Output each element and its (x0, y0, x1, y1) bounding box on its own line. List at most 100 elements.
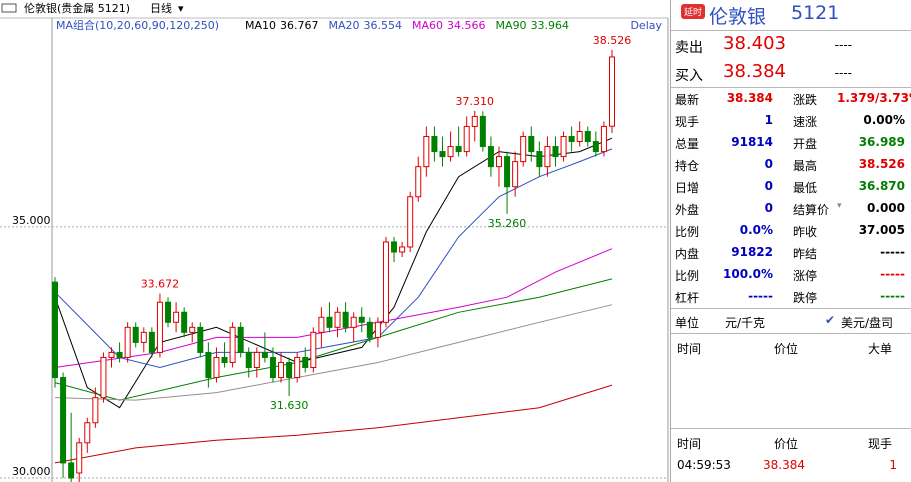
candle-body (568, 136, 575, 143)
ask-volume: ---- (834, 38, 852, 52)
field-value: 38.384 (726, 91, 773, 105)
candle-body (495, 156, 502, 168)
trade-volume: 1 (889, 458, 897, 472)
candle-body (520, 136, 527, 163)
trade-price: 38.384 (763, 458, 805, 472)
ask-label: 卖出 (675, 40, 703, 56)
y-tick-label: 35.000 (12, 214, 51, 227)
field-label: 结算价 (793, 203, 830, 217)
unit-option[interactable]: 美元/盘司 (841, 316, 894, 330)
field-label: 持仓 (675, 159, 700, 173)
candle-body (423, 136, 430, 168)
candle-body (60, 377, 67, 464)
field-value: 1.379/3.73% (837, 91, 911, 105)
candle-body (294, 356, 301, 379)
candle-body (512, 161, 519, 188)
field-label: 现手 (675, 115, 700, 129)
legend-name: MA20 (329, 19, 360, 32)
candle-body (68, 462, 75, 479)
candle-body (116, 351, 123, 358)
legend-value: 33.964 (531, 19, 570, 32)
candle-body (92, 397, 99, 424)
field-value: 0 (764, 157, 773, 171)
candle-body (132, 326, 139, 343)
bid-volume: ---- (834, 66, 852, 80)
candle-body (221, 356, 228, 363)
column-header: 大单 (868, 342, 893, 356)
candle-body (326, 316, 333, 328)
candle-body (108, 351, 115, 358)
indicator-label: MA组合(10,20,60,90,120,250) (56, 18, 219, 32)
candle-body (374, 321, 381, 338)
candle-body (447, 146, 454, 158)
field-label: 最新 (675, 93, 700, 107)
candle-body (278, 361, 285, 379)
candle-body (358, 316, 365, 323)
field-label: 内盘 (675, 247, 700, 261)
legend-name: MA90 (496, 19, 527, 32)
candle-body (245, 351, 252, 369)
field-value: ----- (880, 267, 905, 281)
field-label: 昨结 (793, 247, 818, 261)
unit-label: 单位 (675, 316, 700, 330)
field-value: 91822 (731, 245, 773, 259)
candle-body (439, 151, 446, 158)
candle-body (302, 356, 309, 369)
legend-name: MA10 (245, 19, 276, 32)
menu-icon[interactable] (1, 3, 17, 13)
candle-body (552, 146, 559, 158)
candle-body (609, 56, 615, 127)
ma-line (54, 384, 613, 464)
candle-body (148, 331, 155, 353)
candle-body (504, 156, 511, 188)
field-value: 36.870 (858, 179, 905, 193)
candle-body (366, 321, 373, 338)
field-label: 日增 (675, 181, 700, 195)
candle-body (140, 331, 147, 343)
field-label: 速涨 (793, 115, 818, 129)
field-value: ----- (880, 245, 905, 259)
bid-label: 买入 (675, 68, 703, 84)
chart: 伦敦银(贵金属 5121) 日线 ▾ MA组合(10,20,60,90,120,… (0, 1, 669, 482)
candle-body (600, 125, 607, 153)
ma-line (54, 137, 613, 409)
field-label: 比例 (675, 225, 700, 239)
field-value: 1 (764, 113, 773, 127)
field-label: 涨跌 (793, 93, 818, 107)
candle-body (407, 196, 414, 248)
candle-body (487, 146, 494, 168)
price-annotation: 35.260 (488, 217, 527, 230)
candle-body (213, 356, 220, 379)
candle-body (455, 146, 462, 153)
column-header: 时间 (677, 342, 702, 356)
ma-line (54, 148, 613, 369)
quote-panel: 延时 伦敦银 5121 卖出 38.403 ---- 买入 38.384 ---… (670, 0, 911, 482)
candle-body (124, 326, 131, 358)
trade-time: 04:59:53 (677, 458, 731, 472)
field-value: 0 (764, 201, 773, 215)
legend-value: 34.566 (447, 19, 486, 32)
legend-value: 36.767 (280, 19, 319, 32)
candle-body (52, 281, 58, 379)
candle-body (342, 311, 349, 328)
delay-label: Delay (630, 19, 662, 32)
legend-value: 36.554 (364, 19, 403, 32)
price-annotation: 31.630 (270, 399, 309, 412)
candle-body (463, 125, 470, 153)
candle-body (286, 361, 293, 379)
field-label: 跌停 (793, 291, 818, 305)
ma-line (54, 304, 613, 401)
dropdown-icon[interactable]: ▾ (837, 201, 842, 211)
candle-body (100, 356, 107, 399)
candle-body (318, 316, 325, 333)
period-dropdown[interactable]: ▾ (178, 2, 184, 15)
field-value: 37.005 (858, 223, 905, 237)
candle-body (205, 351, 212, 379)
unit-option[interactable]: 元/千克 (725, 316, 766, 330)
ask-price: 38.403 (723, 33, 786, 54)
period[interactable]: 日线 (150, 1, 172, 15)
bid-price: 38.384 (723, 61, 786, 82)
candle-body (382, 241, 389, 323)
field-label: 杠杆 (675, 291, 700, 305)
